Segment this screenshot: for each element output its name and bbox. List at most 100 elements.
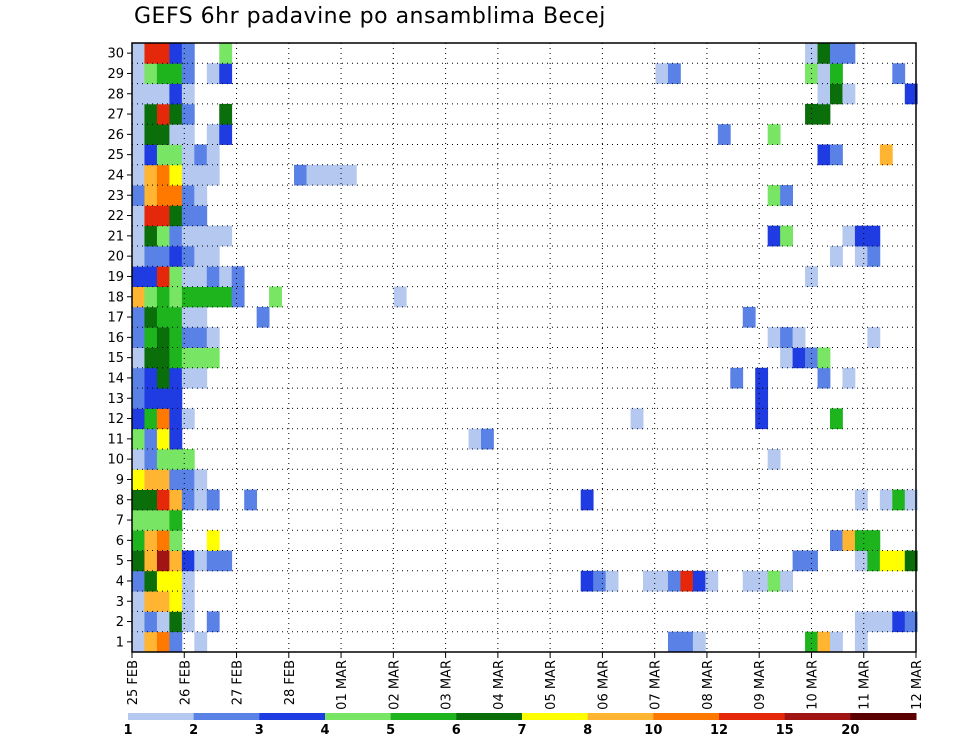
heatmap-cell [206, 266, 220, 287]
heatmap-cell [667, 570, 681, 592]
heatmap-cell [194, 347, 208, 369]
heatmap-cell [169, 306, 183, 328]
heatmap-cell [817, 347, 831, 369]
heatmap-cell [181, 611, 195, 633]
heatmap-cell [132, 103, 145, 125]
y-tick-label: 25 [107, 148, 124, 163]
heatmap-cell [156, 225, 170, 247]
heatmap-cell [132, 509, 145, 531]
heatmap-cell [231, 266, 245, 287]
heatmap-cell [144, 347, 158, 369]
heatmap-cell [169, 388, 183, 409]
heatmap-cell [132, 327, 145, 348]
heatmap-cell [830, 246, 843, 267]
heatmap-cell [692, 570, 706, 592]
heatmap-cell [867, 530, 881, 551]
heatmap-cell [206, 347, 220, 369]
heatmap-cell [481, 428, 494, 450]
heatmap-cell [206, 225, 220, 247]
heatmap-cell [680, 631, 694, 653]
heatmap-cell [194, 185, 208, 206]
heatmap-cell [132, 530, 145, 551]
heatmap-cell [156, 530, 170, 551]
heatmap-cell [792, 550, 806, 572]
heatmap-cell [767, 449, 781, 470]
heatmap-cell [144, 124, 158, 145]
heatmap-cell [643, 570, 656, 592]
heatmap-cell [206, 489, 220, 511]
heatmap-cell [194, 225, 208, 247]
heatmap-cell [194, 205, 208, 227]
heatmap-cell [830, 144, 843, 166]
heatmap-cell [181, 570, 195, 592]
heatmap-cell [206, 550, 220, 572]
heatmap-cell [867, 611, 881, 633]
heatmap-cell [156, 509, 170, 531]
heatmap-cell [156, 103, 170, 125]
heatmap-cell [830, 63, 843, 84]
heatmap-cell [730, 367, 744, 389]
heatmap-cell [144, 550, 158, 572]
heatmap-cell [780, 185, 793, 206]
heatmap-cell [181, 83, 195, 105]
heatmap-cell [206, 63, 220, 84]
heatmap-cell [169, 611, 183, 633]
heatmap-cell [755, 367, 769, 389]
heatmap-cell [842, 225, 856, 247]
heatmap-cell [219, 124, 233, 145]
heatmap-cell [169, 164, 183, 186]
heatmap-cell [169, 570, 183, 592]
x-tick-label: 10 MAR [805, 660, 820, 710]
x-tick-label: 28 FEB [283, 660, 298, 705]
heatmap-cell [194, 550, 208, 572]
legend-swatch [719, 713, 786, 720]
heatmap-cell [132, 246, 145, 267]
heatmap-cell [132, 550, 145, 572]
heatmap-cell [854, 631, 868, 653]
heatmap-cell [742, 306, 756, 328]
heatmap-cell [169, 266, 183, 287]
heatmap-cell [692, 631, 706, 653]
plot-frame [131, 42, 917, 653]
heatmap-cell [132, 144, 145, 166]
heatmap-cell [144, 83, 158, 105]
heatmap-cell [879, 489, 893, 511]
heatmap-cell [792, 347, 806, 369]
heatmap-cell [132, 185, 145, 206]
x-tick-label: 27 FEB [231, 660, 246, 705]
heatmap-cell [132, 347, 145, 369]
y-tick-label: 19 [107, 270, 124, 285]
heatmap-cell [830, 631, 843, 653]
heatmap-cell [805, 103, 818, 125]
heatmap-cell [181, 347, 195, 369]
heatmap-cell [181, 489, 195, 511]
heatmap-cell [169, 347, 183, 369]
heatmap-cell [194, 367, 208, 389]
heatmap-cell [817, 83, 831, 105]
x-tick-label: 25 FEB [126, 660, 141, 705]
heatmap-cell [144, 570, 158, 592]
legend-swatch [325, 713, 392, 720]
heatmap-cell [867, 225, 881, 247]
heatmap-cell [206, 164, 220, 186]
heatmap-cell [767, 570, 781, 592]
heatmap-cell [169, 428, 183, 450]
heatmap-cell [156, 306, 170, 328]
y-tick-label: 6 [116, 534, 124, 549]
heatmap-cell [156, 591, 170, 612]
y-tick-label: 28 [107, 87, 124, 102]
heatmap-cell [132, 591, 145, 612]
legend-swatch [850, 713, 917, 720]
heatmap-cell [156, 469, 170, 490]
heatmap-cell [256, 306, 270, 328]
heatmap-cell [780, 225, 793, 247]
heatmap-cell [219, 286, 233, 308]
heatmap-cell [767, 225, 781, 247]
heatmap-cell [854, 246, 868, 267]
legend-label: 7 [517, 723, 526, 738]
heatmap-cell [132, 286, 145, 308]
heatmap-cell [169, 469, 183, 490]
heatmap-cell [854, 225, 868, 247]
heatmap-cell [156, 63, 170, 84]
